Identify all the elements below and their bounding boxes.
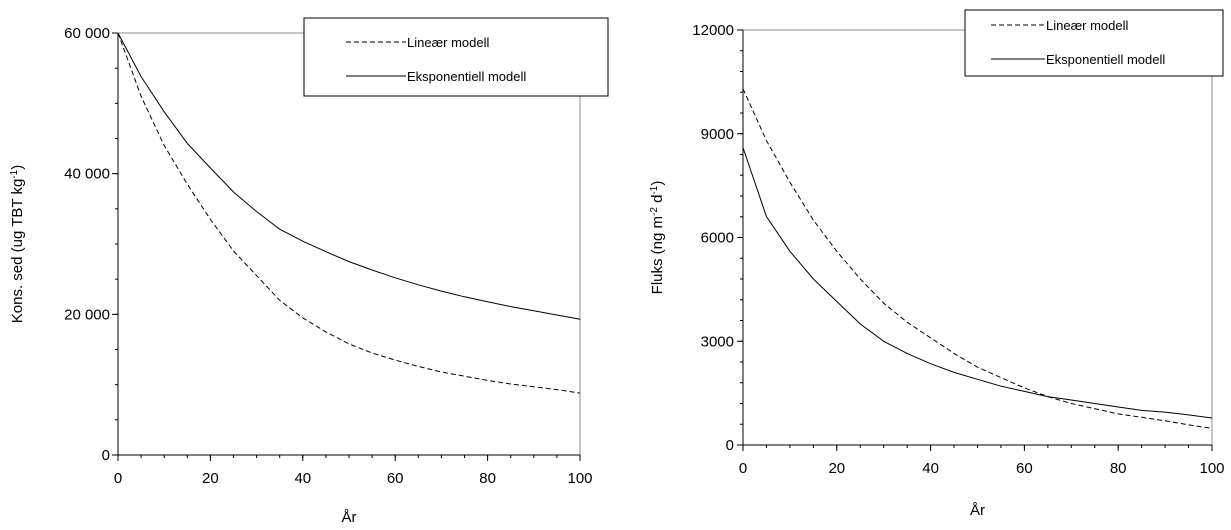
y-tick-label: 6000 bbox=[701, 230, 734, 247]
series-line-exponential bbox=[117, 32, 581, 320]
y-axis-title-part: Fluks (ng m bbox=[649, 216, 666, 294]
legend-label-2: Eksponentiell modell bbox=[1046, 52, 1165, 67]
y-tick-label: 0 bbox=[726, 437, 734, 454]
y-axis-title-part: Kons. sed (ug TBT kg bbox=[9, 179, 26, 324]
y-axis-title-superscript: -1 bbox=[9, 169, 20, 178]
series-line-exponential bbox=[742, 147, 1213, 419]
legend-label-2: Eksponentiell modell bbox=[407, 69, 526, 84]
y-tick-label: 12000 bbox=[692, 22, 734, 39]
x-tick-label: 100 bbox=[567, 470, 592, 487]
y-tick-label: 20 000 bbox=[64, 306, 110, 323]
legend: Lineær modell Eksponentiell modell bbox=[964, 9, 1224, 77]
x-tick-label: 60 bbox=[1016, 460, 1033, 477]
y-axis-title-part: ) bbox=[649, 181, 666, 186]
y-tick-label: 0 bbox=[102, 447, 110, 464]
y-tick-label: 3000 bbox=[701, 333, 734, 350]
legend: Lineær modell Eksponentiell modell bbox=[303, 17, 609, 97]
x-tick-label: 100 bbox=[1199, 460, 1224, 477]
y-tick-label: 40 000 bbox=[64, 166, 110, 183]
x-axis-title: År bbox=[970, 502, 985, 519]
legend-box bbox=[964, 9, 1224, 77]
x-tick-label: 0 bbox=[739, 460, 747, 477]
y-axis-title: Fluks (ng m-2 d-1) bbox=[649, 181, 667, 295]
legend-label-1: Lineær modell bbox=[1046, 18, 1128, 33]
x-tick-label: 80 bbox=[479, 470, 496, 487]
x-tick-label: 0 bbox=[114, 470, 122, 487]
legend-box bbox=[303, 17, 609, 97]
series-line-linear bbox=[117, 32, 581, 394]
y-axis-title-part: d bbox=[649, 195, 666, 208]
x-axis-title: År bbox=[342, 509, 357, 525]
legend-label-1: Lineær modell bbox=[407, 35, 489, 50]
y-axis-title-superscript: -2 bbox=[649, 207, 660, 216]
y-axis-title-superscript: -1 bbox=[649, 185, 660, 194]
chart-2: 0 3000 6000 9000 12000 0 20 40 60 80 100 År Fluks (n… bbox=[649, 9, 1225, 519]
y-tick-label: 9000 bbox=[701, 126, 734, 143]
x-tick-label: 80 bbox=[1110, 460, 1127, 477]
x-tick-label: 40 bbox=[922, 460, 939, 477]
series-line-linear bbox=[742, 88, 1213, 429]
chart-1: 0 20 000 40 000 60 000 0 20 40 60 80 100 År Kons. s… bbox=[9, 17, 609, 526]
x-tick-label: 20 bbox=[828, 460, 845, 477]
y-axis-title-part: ) bbox=[9, 165, 26, 170]
y-axis-title: Kons. sed (ug TBT kg-1) bbox=[9, 165, 27, 323]
x-tick-label: 20 bbox=[202, 470, 219, 487]
x-tick-label: 60 bbox=[387, 470, 404, 487]
x-tick-label: 40 bbox=[294, 470, 311, 487]
y-tick-label: 60 000 bbox=[64, 25, 110, 42]
